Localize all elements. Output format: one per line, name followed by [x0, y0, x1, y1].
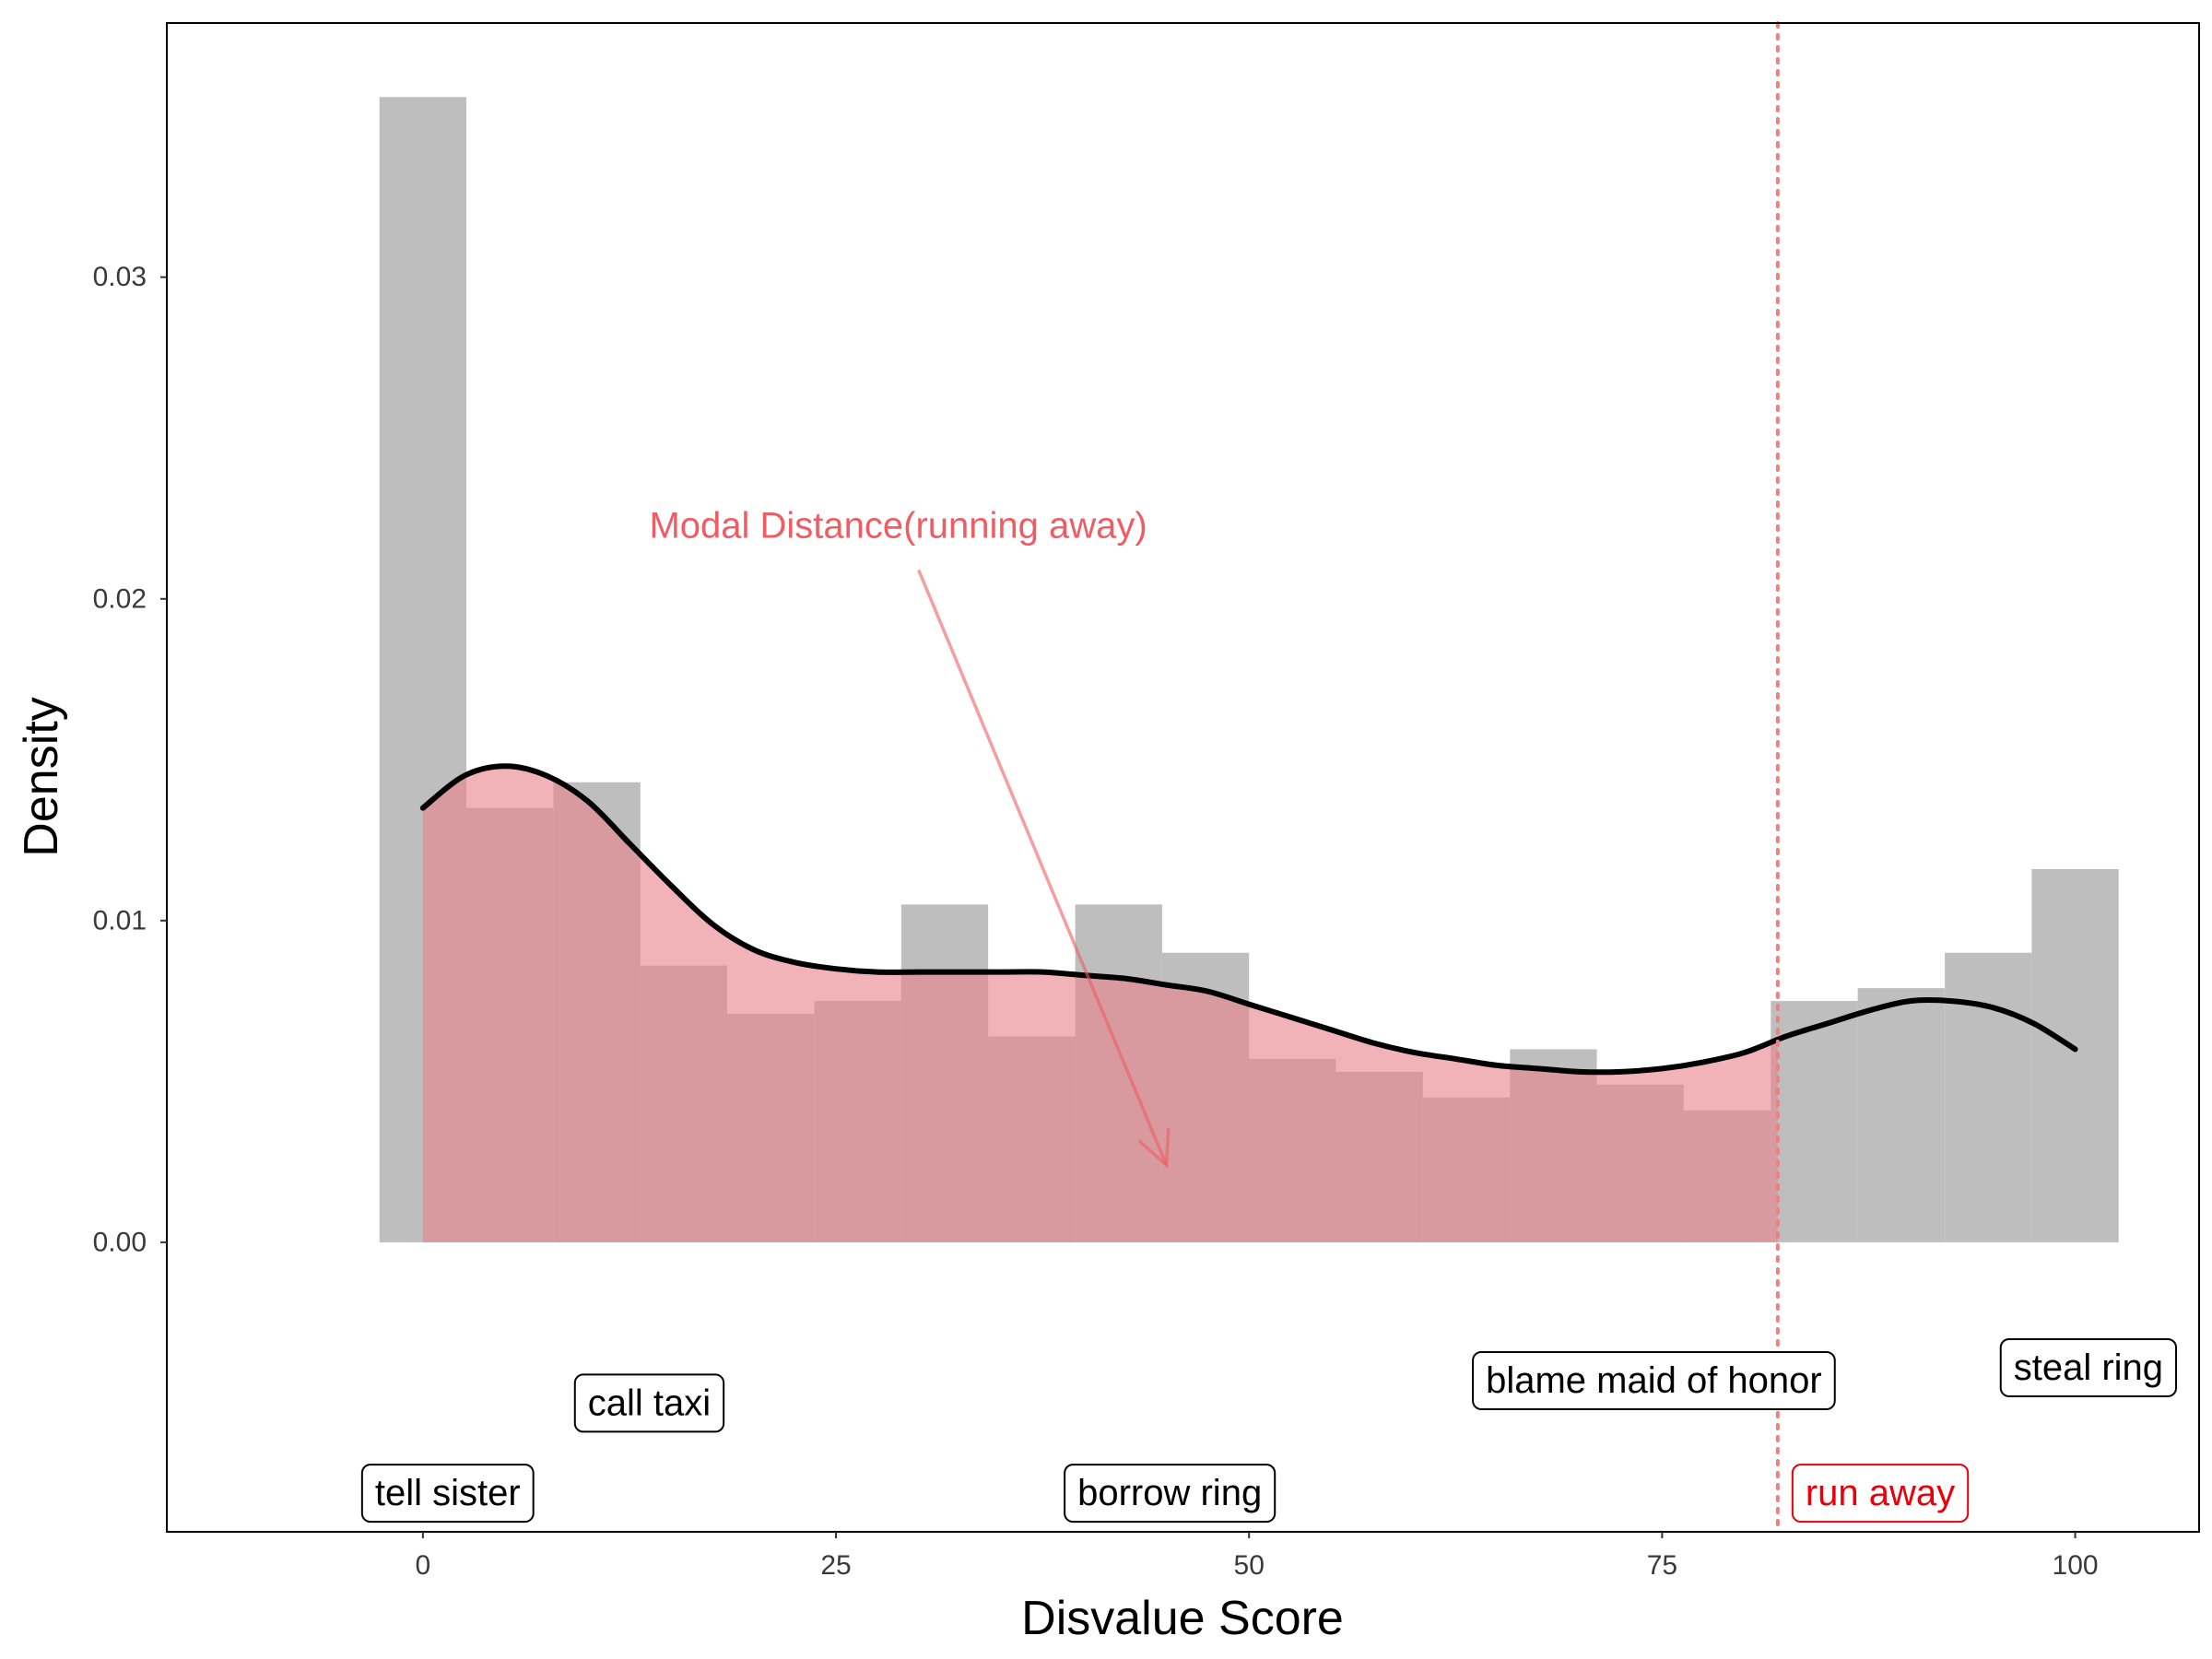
outcome-label: borrow ring — [1064, 1464, 1277, 1524]
x-tick-label: 50 — [1234, 1550, 1265, 1581]
histogram-bar — [1771, 1001, 1858, 1242]
y-tick-label: 0.02 — [93, 583, 147, 614]
y-tick-label: 0.00 — [93, 1227, 147, 1257]
outcome-label-box — [1999, 1337, 2178, 1397]
y-tick-label: 0.01 — [93, 905, 147, 935]
x-tick-label: 100 — [2053, 1550, 2099, 1581]
labels-group: tell sister call taxi borrow ring blame mai… — [360, 1337, 2178, 1524]
annotation-arrow-head — [1137, 1128, 1171, 1169]
density-curve — [419, 763, 2078, 1076]
plot-panel-border — [166, 22, 2200, 1533]
density-curve-group — [419, 763, 2078, 1076]
outcome-label-box — [1791, 1464, 1970, 1524]
outcome-label-box — [573, 1373, 725, 1433]
outcome-label: tell sister — [360, 1464, 535, 1524]
x-tick-label: 25 — [820, 1550, 851, 1581]
annotation-text: Modal Distance(running away) — [649, 505, 1147, 546]
x-tick-label: 0 — [416, 1550, 431, 1581]
outcome-label-text: borrow ring — [1077, 1473, 1262, 1513]
axes-group: 0 25 50 75 100 0.00 0.01 0.02 0.03 — [93, 262, 2099, 1581]
histogram-bar — [2031, 868, 2119, 1242]
outcome-label-text: steal ring — [2014, 1347, 2163, 1388]
x-tick-label: 75 — [1647, 1550, 1677, 1581]
outcome-label: steal ring — [1999, 1337, 2178, 1397]
outcome-label: blame maid of honor — [1472, 1350, 1836, 1410]
y-tick-label: 0.03 — [93, 262, 147, 292]
outcome-label: run away — [1791, 1464, 1970, 1524]
outcome-label-text: blame maid of honor — [1486, 1360, 1822, 1401]
outcome-label-text: run away — [1806, 1473, 1955, 1513]
x-axis-title: Disvalue Score — [1021, 1592, 1344, 1645]
outcome-label: call taxi — [573, 1373, 725, 1433]
outcome-label-box — [1064, 1464, 1277, 1524]
annotation-arrow — [917, 569, 1169, 1166]
outcome-label-box — [360, 1464, 535, 1524]
y-axis-title: Density — [15, 697, 68, 856]
outcome-label-box — [1472, 1350, 1836, 1410]
outcome-label-text: call taxi — [588, 1382, 711, 1423]
histogram-bar — [1857, 988, 1945, 1242]
annotation-group: Modal Distance(running away) — [649, 505, 1171, 1169]
outcome-label-text: tell sister — [375, 1473, 521, 1513]
histogram-bar — [1945, 952, 2032, 1242]
